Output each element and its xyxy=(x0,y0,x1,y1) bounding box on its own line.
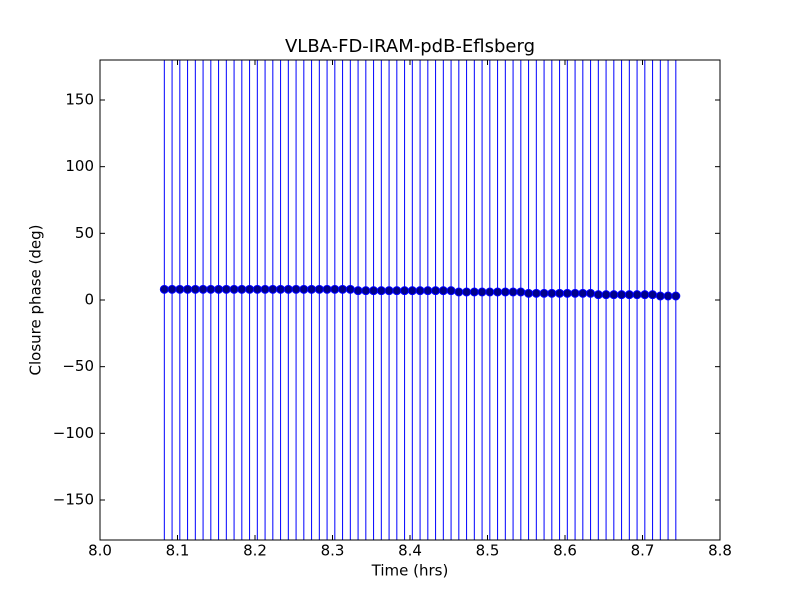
x-tick-label: 8.7 xyxy=(631,542,655,560)
y-axis-label: Closure phase (deg) xyxy=(27,225,45,376)
data-point xyxy=(260,284,270,294)
data-point xyxy=(384,286,394,296)
x-tick-label: 8.5 xyxy=(476,542,500,560)
data-point xyxy=(609,290,619,300)
data-point xyxy=(314,284,324,294)
data-point xyxy=(361,286,371,296)
x-tick-label: 8.0 xyxy=(88,542,112,560)
data-point xyxy=(648,290,658,300)
y-tick-label: 0 xyxy=(84,291,94,309)
data-point xyxy=(183,284,193,294)
data-point xyxy=(369,286,379,296)
y-tick-label: 100 xyxy=(65,157,94,175)
y-tick-label: −150 xyxy=(53,491,94,509)
data-point xyxy=(539,288,549,298)
data-point xyxy=(276,284,286,294)
data-point xyxy=(206,284,216,294)
chart-title: VLBA-FD-IRAM-pdB-Eflsberg xyxy=(285,36,535,57)
data-point xyxy=(167,284,177,294)
data-point xyxy=(353,286,363,296)
data-point xyxy=(562,288,572,298)
data-point xyxy=(159,284,169,294)
data-point xyxy=(221,284,231,294)
data-point xyxy=(245,284,255,294)
data-point xyxy=(469,287,479,297)
data-point xyxy=(671,291,681,301)
data-point xyxy=(493,287,503,297)
data-point xyxy=(516,287,526,297)
data-point xyxy=(547,288,557,298)
data-point xyxy=(198,284,208,294)
y-tick-label: −100 xyxy=(53,424,94,442)
data-point xyxy=(431,286,441,296)
data-point xyxy=(593,290,603,300)
data-point xyxy=(268,284,278,294)
data-point xyxy=(190,284,200,294)
data-point xyxy=(330,284,340,294)
data-point xyxy=(392,286,402,296)
data-point xyxy=(214,284,224,294)
data-point xyxy=(237,284,247,294)
y-tick-label: −50 xyxy=(62,357,94,375)
data-point xyxy=(229,284,239,294)
data-point xyxy=(462,287,472,297)
data-point xyxy=(175,284,185,294)
data-point xyxy=(555,288,565,298)
data-point xyxy=(578,288,588,298)
data-point xyxy=(283,284,293,294)
data-point xyxy=(307,284,317,294)
data-point xyxy=(586,288,596,298)
plot-area xyxy=(159,60,681,540)
x-tick-label: 8.1 xyxy=(166,542,190,560)
data-point xyxy=(601,290,611,300)
data-point xyxy=(454,287,464,297)
data-point xyxy=(500,287,510,297)
data-point xyxy=(338,284,348,294)
data-point xyxy=(415,286,425,296)
data-point xyxy=(624,290,634,300)
data-point xyxy=(663,291,673,301)
data-point xyxy=(655,291,665,301)
data-point xyxy=(446,286,456,296)
data-point xyxy=(423,286,433,296)
data-point xyxy=(485,287,495,297)
data-point xyxy=(407,286,417,296)
data-point xyxy=(400,286,410,296)
x-tick-label: 8.2 xyxy=(243,542,267,560)
data-point xyxy=(291,284,301,294)
data-point xyxy=(376,286,386,296)
y-tick-label: 150 xyxy=(65,91,94,109)
data-point xyxy=(299,284,309,294)
x-axis-label: Time (hrs) xyxy=(371,562,449,580)
data-point xyxy=(570,288,580,298)
data-point xyxy=(508,287,518,297)
data-point xyxy=(531,288,541,298)
data-point xyxy=(252,284,262,294)
data-point xyxy=(617,290,627,300)
x-tick-label: 8.4 xyxy=(398,542,422,560)
data-point xyxy=(322,284,332,294)
x-tick-label: 8.3 xyxy=(321,542,345,560)
data-point xyxy=(477,287,487,297)
data-point xyxy=(345,284,355,294)
data-point xyxy=(640,290,650,300)
data-point xyxy=(524,288,534,298)
x-tick-label: 8.8 xyxy=(708,542,732,560)
data-point xyxy=(632,290,642,300)
y-tick-label: 50 xyxy=(75,224,94,242)
x-tick-label: 8.6 xyxy=(553,542,577,560)
data-point xyxy=(438,286,448,296)
